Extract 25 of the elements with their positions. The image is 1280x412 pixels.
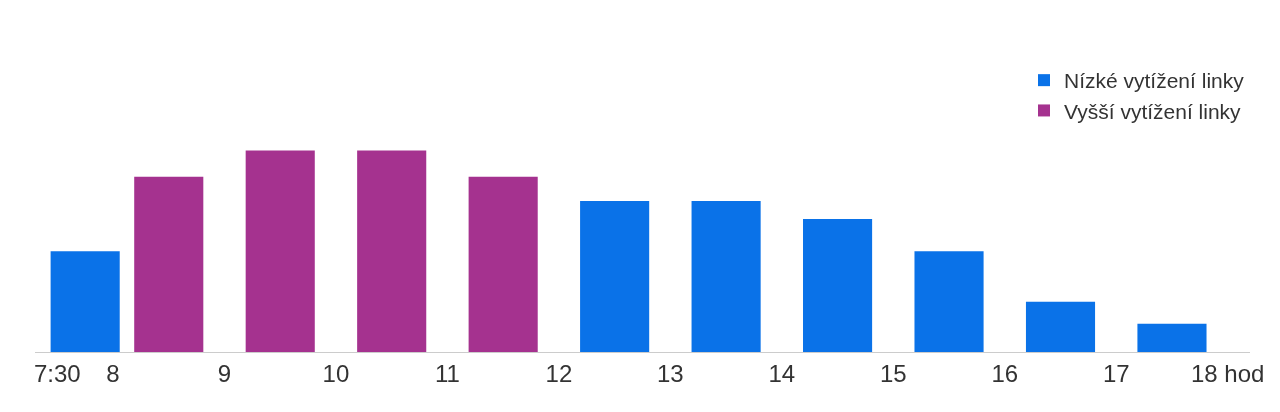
bar [468, 176, 538, 352]
bar [914, 251, 984, 352]
x-tick-label: 14 [768, 359, 796, 387]
x-tick-label: 18 hod [1191, 359, 1265, 387]
bar [50, 251, 120, 352]
x-tick-label: 9 [217, 359, 232, 387]
x-tick-label: 11 [434, 359, 460, 387]
x-tick-label: 12 [545, 359, 573, 387]
legend-label: Nízké vytížení linky [1064, 69, 1245, 93]
bar [691, 200, 761, 352]
x-tick-label: 17 [1102, 359, 1130, 387]
x-tick-label: 8 [106, 359, 120, 387]
bar [1137, 323, 1207, 352]
x-tick-label: 15 [879, 359, 907, 387]
bar [134, 176, 204, 352]
bar [357, 150, 427, 352]
bar [1025, 301, 1096, 352]
bar [803, 219, 873, 352]
legend-label: Vyšší vytížení linky [1064, 99, 1242, 123]
bar [245, 150, 315, 352]
x-tick-label: 7:30 [33, 359, 81, 387]
x-tick-label: 16 [991, 359, 1019, 387]
x-tick-label: 13 [657, 359, 684, 387]
x-tick-label: 10 [322, 359, 350, 387]
bar [580, 200, 650, 352]
